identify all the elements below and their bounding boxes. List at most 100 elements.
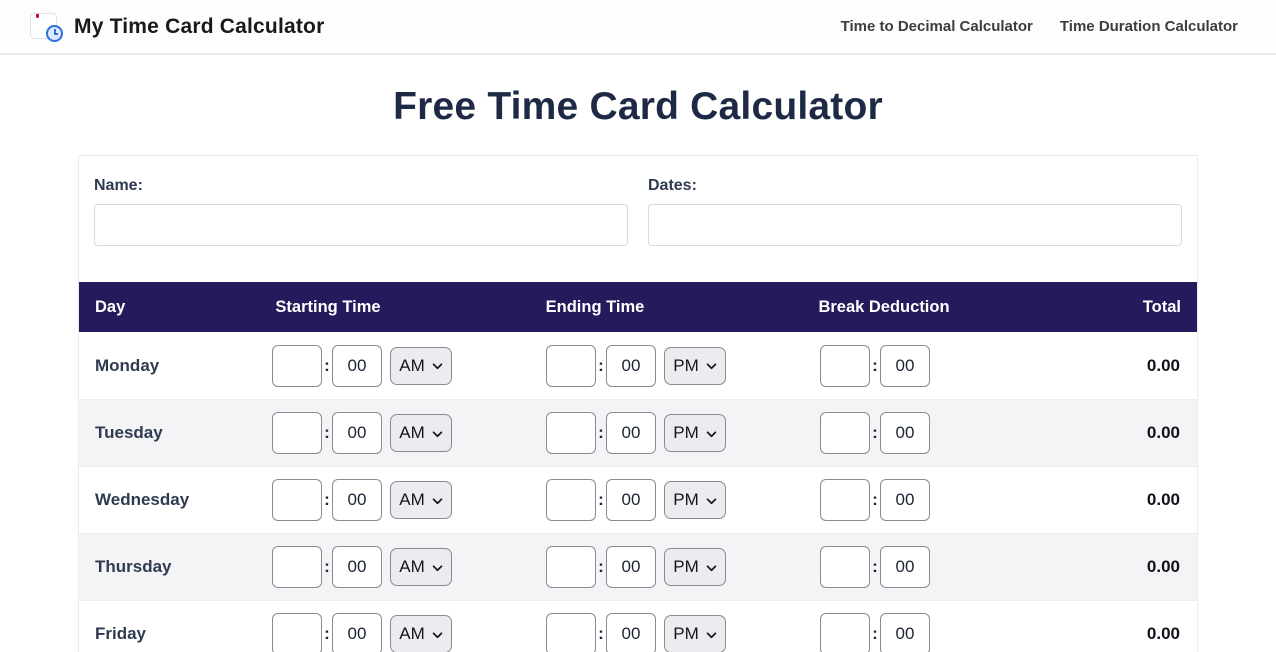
starting-time-cell: : AM xyxy=(272,479,546,521)
column-header-total: Total xyxy=(1142,298,1181,316)
brand-title: My Time Card Calculator xyxy=(74,14,325,38)
table-row: Wednesday : AM : PM : 0.00 xyxy=(79,466,1197,533)
select-value: AM xyxy=(399,557,425,576)
chevron-down-icon xyxy=(706,363,717,370)
end-period-select[interactable]: PM xyxy=(664,346,726,385)
break-minute-input[interactable] xyxy=(880,479,930,521)
ending-time-cell: : PM xyxy=(546,344,820,387)
table-row: Thursday : AM : PM : 0.00 xyxy=(79,533,1197,600)
starting-time-cell: : AM xyxy=(272,546,546,588)
name-input[interactable] xyxy=(94,204,628,246)
colon-separator: : xyxy=(598,490,604,509)
colon-separator: : xyxy=(324,355,330,375)
chevron-down-icon xyxy=(706,430,717,437)
break-hour-input[interactable] xyxy=(820,479,870,521)
end-minute-input[interactable] xyxy=(606,412,656,454)
end-hour-input[interactable] xyxy=(546,412,596,454)
table-header-row: Day Starting Time Ending Time Break Dedu… xyxy=(79,282,1197,332)
colon-separator: : xyxy=(598,557,604,576)
clock-icon xyxy=(46,25,63,42)
dates-label: Dates: xyxy=(648,177,697,194)
colon-separator: : xyxy=(598,423,604,442)
colon-separator: : xyxy=(324,490,330,509)
break-deduction-cell: : xyxy=(820,479,1016,521)
end-hour-input[interactable] xyxy=(546,344,596,387)
total-value: 0.00 xyxy=(1146,355,1180,375)
start-hour-input[interactable] xyxy=(272,344,322,387)
end-period-select[interactable]: PM xyxy=(664,615,726,652)
column-header-ending-time: Ending Time xyxy=(545,298,645,316)
break-deduction-cell: : xyxy=(820,344,1016,387)
ending-time-cell: : PM xyxy=(546,479,820,521)
select-value: PM xyxy=(673,624,699,643)
colon-separator: : xyxy=(324,624,330,643)
start-minute-input[interactable] xyxy=(332,344,382,387)
end-period-select[interactable]: PM xyxy=(664,414,726,452)
select-value: PM xyxy=(673,423,699,442)
start-hour-input[interactable] xyxy=(272,412,322,454)
table-row: Monday : AM : PM : 0.00 xyxy=(79,332,1197,399)
ending-time-cell: : PM xyxy=(546,613,820,652)
break-minute-input[interactable] xyxy=(880,412,930,454)
dates-field-group: Dates: xyxy=(648,170,1182,246)
start-hour-input[interactable] xyxy=(272,546,322,588)
column-header-starting-time: Starting Time xyxy=(275,298,381,316)
select-value: PM xyxy=(673,557,699,576)
start-period-select[interactable]: AM xyxy=(390,481,452,519)
name-label: Name: xyxy=(94,177,143,194)
colon-separator: : xyxy=(598,355,604,375)
start-minute-input[interactable] xyxy=(332,613,382,652)
start-minute-input[interactable] xyxy=(332,479,382,521)
break-hour-input[interactable] xyxy=(820,546,870,588)
start-hour-input[interactable] xyxy=(272,613,322,652)
end-hour-input[interactable] xyxy=(546,479,596,521)
break-minute-input[interactable] xyxy=(880,344,930,387)
end-minute-input[interactable] xyxy=(606,479,656,521)
timecard-body: Monday : AM : PM : 0.00 Tuesday xyxy=(79,332,1197,652)
break-hour-input[interactable] xyxy=(820,613,870,652)
day-label: Wednesday xyxy=(95,490,190,509)
end-hour-input[interactable] xyxy=(546,546,596,588)
start-period-select[interactable]: AM xyxy=(390,414,452,452)
dates-input[interactable] xyxy=(648,204,1182,246)
nav-link-time-to-decimal[interactable]: Time to Decimal Calculator xyxy=(840,18,1033,35)
break-hour-input[interactable] xyxy=(820,412,870,454)
break-hour-input[interactable] xyxy=(820,344,870,387)
end-period-select[interactable]: PM xyxy=(664,548,726,586)
start-period-select[interactable]: AM xyxy=(390,346,452,385)
day-label: Friday xyxy=(95,624,147,643)
start-period-select[interactable]: AM xyxy=(390,548,452,586)
end-period-select[interactable]: PM xyxy=(664,481,726,519)
break-minute-input[interactable] xyxy=(880,546,930,588)
nav-link-time-duration[interactable]: Time Duration Calculator xyxy=(1059,18,1238,35)
ending-time-cell: : PM xyxy=(546,546,820,588)
start-hour-input[interactable] xyxy=(272,479,322,521)
colon-separator: : xyxy=(324,423,330,442)
start-minute-input[interactable] xyxy=(332,546,382,588)
name-field-group: Name: xyxy=(94,170,628,246)
chevron-down-icon xyxy=(432,430,443,437)
start-period-select[interactable]: AM xyxy=(390,615,452,652)
starting-time-cell: : AM xyxy=(272,412,546,454)
brand-home-link[interactable]: My Time Card Calculator xyxy=(30,11,324,42)
column-header-break-deduction: Break Deduction xyxy=(818,298,950,316)
end-minute-input[interactable] xyxy=(606,613,656,652)
table-row: Tuesday : AM : PM : 0.00 xyxy=(79,399,1197,466)
break-minute-input[interactable] xyxy=(880,613,930,652)
end-minute-input[interactable] xyxy=(606,344,656,387)
colon-separator: : xyxy=(872,557,878,576)
ending-time-cell: : PM xyxy=(546,412,820,454)
end-hour-input[interactable] xyxy=(546,613,596,652)
total-value: 0.00 xyxy=(1146,624,1180,643)
start-minute-input[interactable] xyxy=(332,412,382,454)
select-value: AM xyxy=(399,423,425,442)
chevron-down-icon xyxy=(706,631,717,638)
end-minute-input[interactable] xyxy=(606,546,656,588)
starting-time-cell: : AM xyxy=(272,344,546,387)
top-navigation-bar: My Time Card Calculator Time to Decimal … xyxy=(0,0,1276,55)
colon-separator: : xyxy=(872,355,878,375)
colon-separator: : xyxy=(872,423,878,442)
starting-time-cell: : AM xyxy=(272,613,546,652)
day-label: Tuesday xyxy=(95,423,163,442)
header-nav: Time to Decimal Calculator Time Duration… xyxy=(841,18,1238,35)
